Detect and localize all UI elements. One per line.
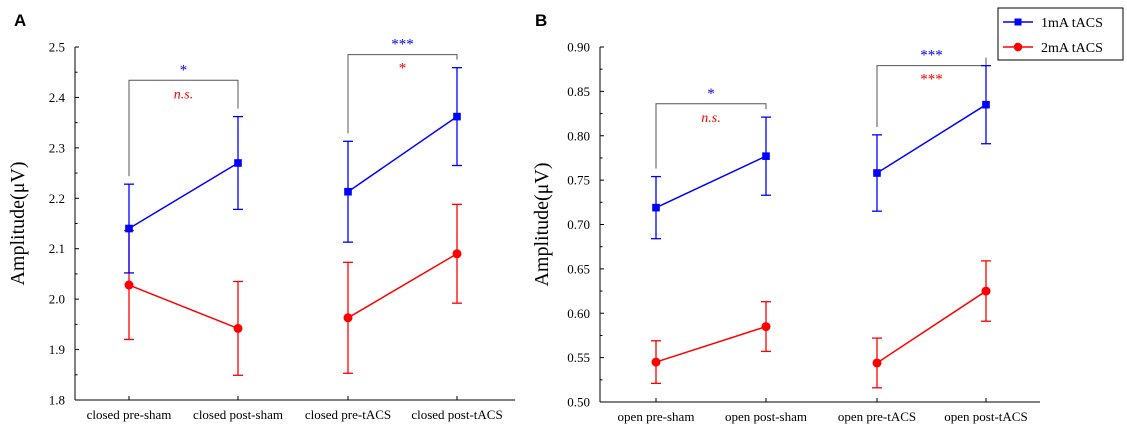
- series-line-1ma: [876, 104, 987, 174]
- series-line-1ma: [128, 162, 239, 230]
- x-tick-label: closed post-tACS: [411, 407, 502, 422]
- legend-box: [997, 7, 1124, 61]
- y-tick-label: 2.0: [49, 292, 65, 307]
- panel-label: A: [14, 11, 26, 30]
- data-point-1ma: [873, 169, 881, 177]
- legend: 1mA tACS 2mA tACS: [997, 7, 1124, 61]
- legend-marker-circle: [1013, 42, 1023, 52]
- y-tick-label: 2.1: [49, 241, 65, 256]
- significance-label-1ma: ***: [391, 37, 414, 53]
- data-point-1ma: [762, 152, 770, 160]
- data-point-1ma: [453, 112, 461, 121]
- y-tick-label: 0.75: [567, 173, 590, 188]
- significance-label-2ma: *: [399, 61, 407, 77]
- significance-label-2ma: n.s.: [701, 111, 720, 126]
- series-line-2ma: [655, 325, 767, 363]
- series-line-2ma: [876, 290, 987, 364]
- y-tick-label: 1.9: [49, 342, 65, 357]
- legend-label: 2mA tACS: [1041, 41, 1103, 56]
- series-line-1ma: [655, 155, 767, 209]
- y-tick-label: 0.85: [567, 84, 590, 99]
- y-tick-label: 0.90: [567, 40, 590, 55]
- y-tick-label: 2.2: [49, 191, 65, 206]
- y-tick-label: 2.5: [49, 40, 65, 55]
- significance-bracket: [347, 54, 458, 134]
- significance-label-2ma: n.s.: [174, 87, 193, 102]
- y-tick-label: 0.65: [567, 261, 590, 276]
- significance-label-2ma: ***: [920, 72, 943, 88]
- x-tick-label: open pre-tACS: [838, 409, 916, 424]
- significance-bracket: [876, 57, 987, 127]
- y-tick-label: 0.80: [567, 128, 590, 143]
- data-point-1ma: [652, 203, 660, 212]
- x-tick-label: open post-sham: [725, 409, 807, 424]
- y-tick-label: 2.4: [49, 90, 66, 105]
- x-tick-label: open post-tACS: [944, 409, 1027, 424]
- y-tick-label: 1.8: [49, 393, 65, 408]
- data-point-1ma: [344, 187, 352, 196]
- panel-b: B 0.50 0.55 0.60 0.65 0.70 0.75 0.80 0.85 0.90 Amp…: [531, 7, 1124, 424]
- series-line-2ma: [128, 284, 239, 330]
- data-point-2ma: [343, 313, 353, 323]
- data-point-1ma: [234, 159, 242, 167]
- y-tick-label: 0.70: [567, 217, 590, 232]
- data-point-2ma: [761, 322, 771, 332]
- data-point-2ma: [452, 249, 462, 259]
- y-tick-label: 0.60: [567, 306, 590, 321]
- y-axis-title: Amplitude(μV): [7, 161, 29, 285]
- data-point-2ma: [124, 280, 134, 290]
- significance-bracket: [655, 103, 767, 169]
- y-tick-label: 2.3: [49, 140, 65, 155]
- y-axis-title: Amplitude(μV): [531, 162, 553, 286]
- y-tick-label: 0.55: [567, 350, 590, 365]
- x-tick-label: closed pre-sham: [87, 407, 172, 422]
- legend-label: 1mA tACS: [1041, 16, 1103, 31]
- y-tick-label: 0.50: [567, 395, 590, 410]
- data-point-1ma: [982, 100, 990, 109]
- significance-label-1ma: *: [707, 86, 715, 102]
- data-point-2ma: [233, 323, 243, 333]
- series-line-2ma: [347, 253, 458, 319]
- data-point-1ma: [125, 224, 133, 233]
- data-point-2ma: [872, 358, 882, 368]
- x-tick-label: closed post-sham: [193, 407, 283, 422]
- legend-marker-square: [1014, 18, 1022, 26]
- series-line-1ma: [347, 115, 458, 193]
- panel-label: B: [535, 11, 547, 30]
- x-tick-label: open pre-sham: [618, 409, 695, 424]
- significance-bracket: [128, 79, 239, 177]
- x-tick-label: closed pre-tACS: [305, 407, 391, 422]
- panel-a: A 1.8 1.9 2.0 2.1 2.2 2.3 2.4 2.5 Amplitude(μV) cl…: [7, 11, 515, 422]
- significance-label-1ma: *: [180, 62, 188, 78]
- data-point-2ma: [651, 357, 661, 367]
- significance-label-1ma: ***: [920, 48, 943, 64]
- data-point-2ma: [981, 286, 991, 296]
